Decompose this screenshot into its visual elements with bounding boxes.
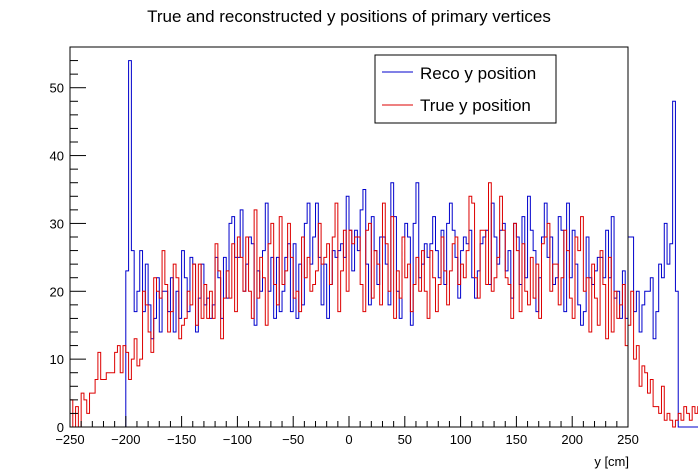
x-tick-label: 250 (617, 432, 639, 447)
legend-box (374, 54, 557, 124)
chart-title: True and reconstructed y positions of pr… (147, 7, 551, 26)
x-tick-label: 50 (398, 432, 412, 447)
x-tick-label: −100 (223, 432, 252, 447)
legend: Reco y position True y position (374, 54, 557, 124)
x-tick-label: 150 (506, 432, 528, 447)
y-tick-label: 10 (50, 352, 64, 367)
x-tick-label: −50 (282, 432, 304, 447)
x-tick-label: −250 (55, 432, 84, 447)
y-tick-label: 30 (50, 216, 64, 231)
y-tick-label: 40 (50, 149, 64, 164)
plot-area: −250 −200 −150 −100 −50 0 50 100 150 200 250 0 10 20… (50, 46, 698, 447)
x-tick-label: 0 (345, 432, 352, 447)
y-axis: 0 10 20 30 40 50 (50, 46, 86, 435)
x-axis: −250 −200 −150 −100 −50 0 50 100 150 200 250 (55, 416, 639, 447)
legend-label-reco: Reco y position (420, 64, 536, 83)
y-tick-label: 50 (50, 81, 64, 96)
x-tick-label: −150 (167, 432, 196, 447)
legend-label-true: True y position (420, 96, 531, 115)
y-tick-label: 0 (57, 420, 64, 435)
x-tick-label: −200 (111, 432, 140, 447)
y-tick-label: 20 (50, 284, 64, 299)
series-line-true (70, 182, 698, 428)
series-layer (70, 60, 698, 428)
x-axis-label: y [cm] (594, 454, 629, 469)
x-tick-label: 200 (561, 432, 583, 447)
x-tick-label: 100 (450, 432, 472, 447)
